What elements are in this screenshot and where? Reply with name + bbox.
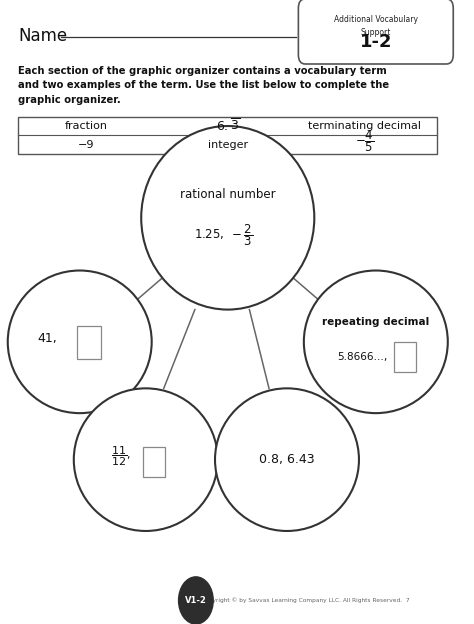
Text: 41,: 41, [37, 332, 57, 345]
Text: rational number: rational number [180, 188, 275, 201]
Text: −9: −9 [78, 140, 95, 150]
Text: 1-2: 1-2 [360, 33, 392, 51]
Text: V1-2: V1-2 [185, 596, 207, 605]
Circle shape [179, 577, 213, 624]
Text: Copyright © by Savvas Learning Company LLC. All Rights Reserved.  7: Copyright © by Savvas Learning Company L… [201, 598, 410, 603]
Text: $-\dfrac{4}{5}$: $-\dfrac{4}{5}$ [355, 128, 374, 154]
Text: Support: Support [361, 27, 391, 37]
Text: terminating decimal: terminating decimal [308, 121, 421, 131]
Text: fraction: fraction [65, 121, 108, 131]
FancyBboxPatch shape [18, 117, 438, 154]
Ellipse shape [215, 388, 359, 531]
FancyBboxPatch shape [144, 447, 165, 477]
FancyBboxPatch shape [394, 342, 416, 372]
Ellipse shape [74, 388, 218, 531]
Text: repeating decimal: repeating decimal [322, 317, 429, 327]
Text: 0.8, 6.43: 0.8, 6.43 [259, 453, 315, 466]
Ellipse shape [304, 271, 448, 413]
Text: 5.8666…,: 5.8666…, [337, 353, 387, 363]
Ellipse shape [141, 126, 314, 310]
Text: integer: integer [208, 140, 248, 150]
Text: Additional Vocabulary: Additional Vocabulary [334, 15, 418, 24]
FancyBboxPatch shape [77, 326, 101, 359]
Text: Name: Name [18, 27, 67, 45]
Text: Each section of the graphic organizer contains a vocabulary term
and two example: Each section of the graphic organizer co… [18, 66, 389, 105]
Text: $6.\overline{3}$: $6.\overline{3}$ [216, 118, 240, 134]
Ellipse shape [8, 271, 152, 413]
FancyBboxPatch shape [298, 0, 453, 64]
Text: $\dfrac{11}{12},$: $\dfrac{11}{12},$ [111, 445, 131, 468]
Text: $1.25,\ -\dfrac{2}{3}$: $1.25,\ -\dfrac{2}{3}$ [194, 222, 254, 248]
